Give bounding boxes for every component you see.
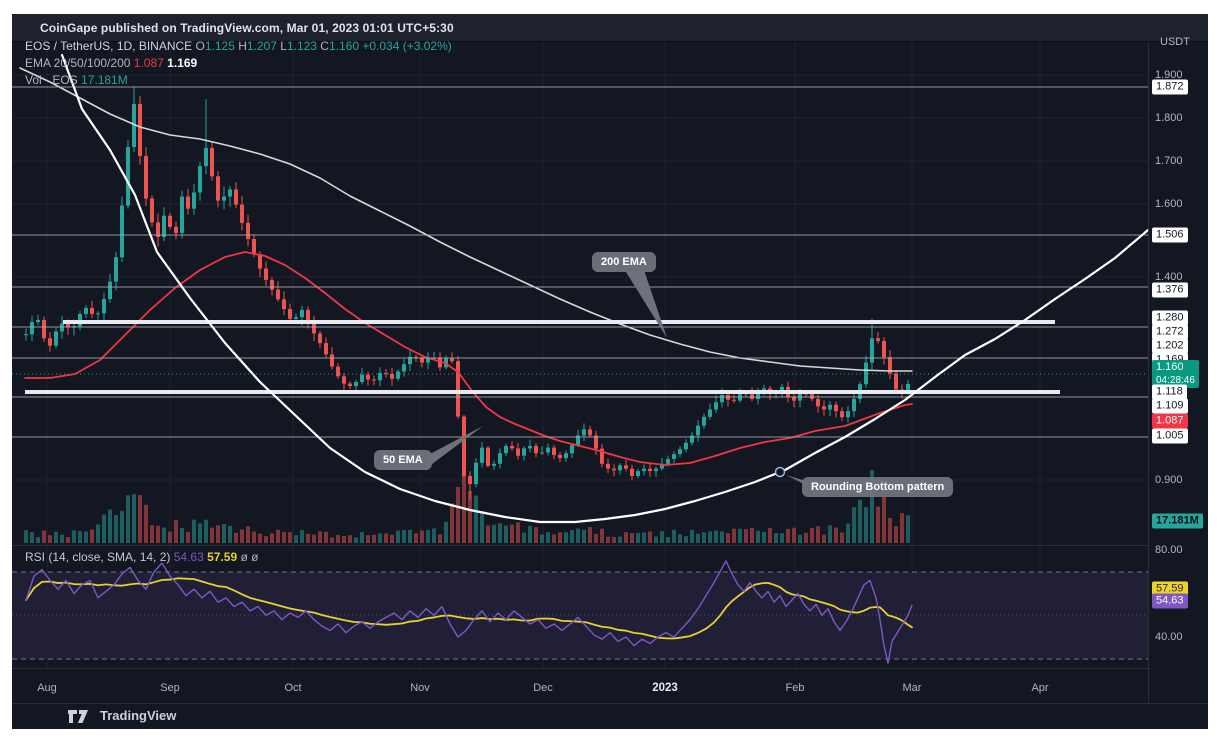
ohlc-key: O xyxy=(195,39,205,53)
axis-price-badge: 1.087 xyxy=(1152,413,1188,429)
axis-tick-label: 80.00 xyxy=(1155,544,1183,556)
ema-row[interactable]: EMA 20/50/100/200 1.087 1.169 xyxy=(25,55,452,72)
ohlc-value: 1.207 xyxy=(246,39,277,53)
axis-tick-label: 1.600 xyxy=(1155,198,1183,210)
callout-rounding-bottom[interactable]: Rounding Bottom pattern xyxy=(802,477,954,497)
axis-tick-label: 1.800 xyxy=(1155,112,1183,124)
callout-200ema[interactable]: 200 EMA xyxy=(592,252,656,272)
ohlc-key: C xyxy=(316,39,329,53)
currency-label: USDT xyxy=(1160,36,1190,48)
axis-price-badge: 17.181M xyxy=(1152,513,1203,529)
pane-separator[interactable] xyxy=(12,545,1148,546)
axis-price-badge: 54.63 xyxy=(1152,593,1188,609)
symbol-row[interactable]: EOS / TetherUS, 1D, BINANCE O1.125 H1.20… xyxy=(25,38,452,55)
time-label-dec: Dec xyxy=(533,682,553,694)
change-value: +0.034 (+3.02%) xyxy=(362,39,452,53)
axis-tick-label: 0.900 xyxy=(1155,474,1183,486)
rsi-sma-value: 57.59 xyxy=(207,550,238,564)
symbol-title: EOS / TetherUS, 1D, BINANCE xyxy=(25,39,193,53)
publish-bar: CoinGape published on TradingView.com, M… xyxy=(12,14,1208,42)
ema50-value: 1.087 xyxy=(133,56,164,70)
time-label-mar: Mar xyxy=(902,682,922,694)
publish-text: CoinGape published on TradingView.com, M… xyxy=(40,21,454,35)
ema200-value: 1.169 xyxy=(167,56,198,70)
volume-row[interactable]: Vol · EOS 17.181M xyxy=(25,72,452,89)
tradingview-brand[interactable]: TradingView xyxy=(100,708,177,723)
axis-price-badge: 1.109 xyxy=(1152,398,1188,414)
price-axis[interactable]: 1.900 1.872 1.800 1.700 1.600 1.506 1.400 1.376… xyxy=(1148,42,1209,703)
time-label-aug: Aug xyxy=(37,682,57,694)
axis-price-badge: 1.872 xyxy=(1152,79,1188,95)
rsi-legend[interactable]: RSI (14, close, SMA, 14, 2) 54.63 57.59 … xyxy=(25,550,258,564)
axis-price-badge: 1.005 xyxy=(1152,428,1188,444)
tradingview-logo-icon[interactable] xyxy=(67,708,93,725)
axis-tick-label: 40.00 xyxy=(1155,631,1183,643)
axis-price-badge: 57.59 xyxy=(1152,581,1188,597)
volume-value: 17.181M xyxy=(81,73,128,87)
rsi-value: 54.63 xyxy=(173,550,204,564)
axis-tick-label: 1.700 xyxy=(1155,155,1183,167)
ohlc-value: 1.123 xyxy=(286,39,317,53)
axis-price-badge: 1.272 xyxy=(1152,324,1188,340)
time-label-sep: Sep xyxy=(160,682,180,694)
ohlc-value: 1.125 xyxy=(204,39,235,53)
axis-price-badge: 1.506 xyxy=(1152,227,1188,243)
ohlc-key: H xyxy=(234,39,247,53)
ohlc-value: 1.160 xyxy=(328,39,359,53)
axis-separator xyxy=(12,668,1148,669)
time-label-apr: Apr xyxy=(1031,682,1049,694)
axis-price-badge: 1.118 xyxy=(1152,384,1187,400)
time-label-oct: Oct xyxy=(284,682,302,694)
ohlc-values: O1.125 H1.207 L1.123 C1.160 xyxy=(196,39,359,53)
time-label-2023: 2023 xyxy=(652,682,678,694)
time-label-nov: Nov xyxy=(410,682,430,694)
volume-label: Vol · EOS xyxy=(25,73,78,87)
callout-50ema[interactable]: 50 EMA xyxy=(374,450,432,470)
main-legend[interactable]: EOS / TetherUS, 1D, BINANCE O1.125 H1.20… xyxy=(25,38,452,89)
ema-label: EMA 20/50/100/200 xyxy=(25,56,131,70)
axis-price-badge: 1.160 04:28:46 xyxy=(1152,360,1199,388)
time-axis[interactable]: Aug Sep Oct Nov Dec 2023 Feb Mar Apr xyxy=(12,670,1148,703)
ohlc-key: L xyxy=(276,39,287,53)
axis-price-badge: 1.280 xyxy=(1152,310,1188,326)
axis-price-badge: 1.376 xyxy=(1152,282,1188,298)
rsi-suffix: ø ø xyxy=(240,550,259,564)
footer: TradingView xyxy=(12,703,1208,729)
time-label-feb: Feb xyxy=(785,682,805,694)
axis-tick-label: 1.900 xyxy=(1155,69,1183,81)
rsi-label: RSI (14, close, SMA, 14, 2) xyxy=(25,550,171,564)
axis-tick-label: 1.400 xyxy=(1155,271,1183,283)
axis-price-badge: 1.202 xyxy=(1152,338,1188,354)
